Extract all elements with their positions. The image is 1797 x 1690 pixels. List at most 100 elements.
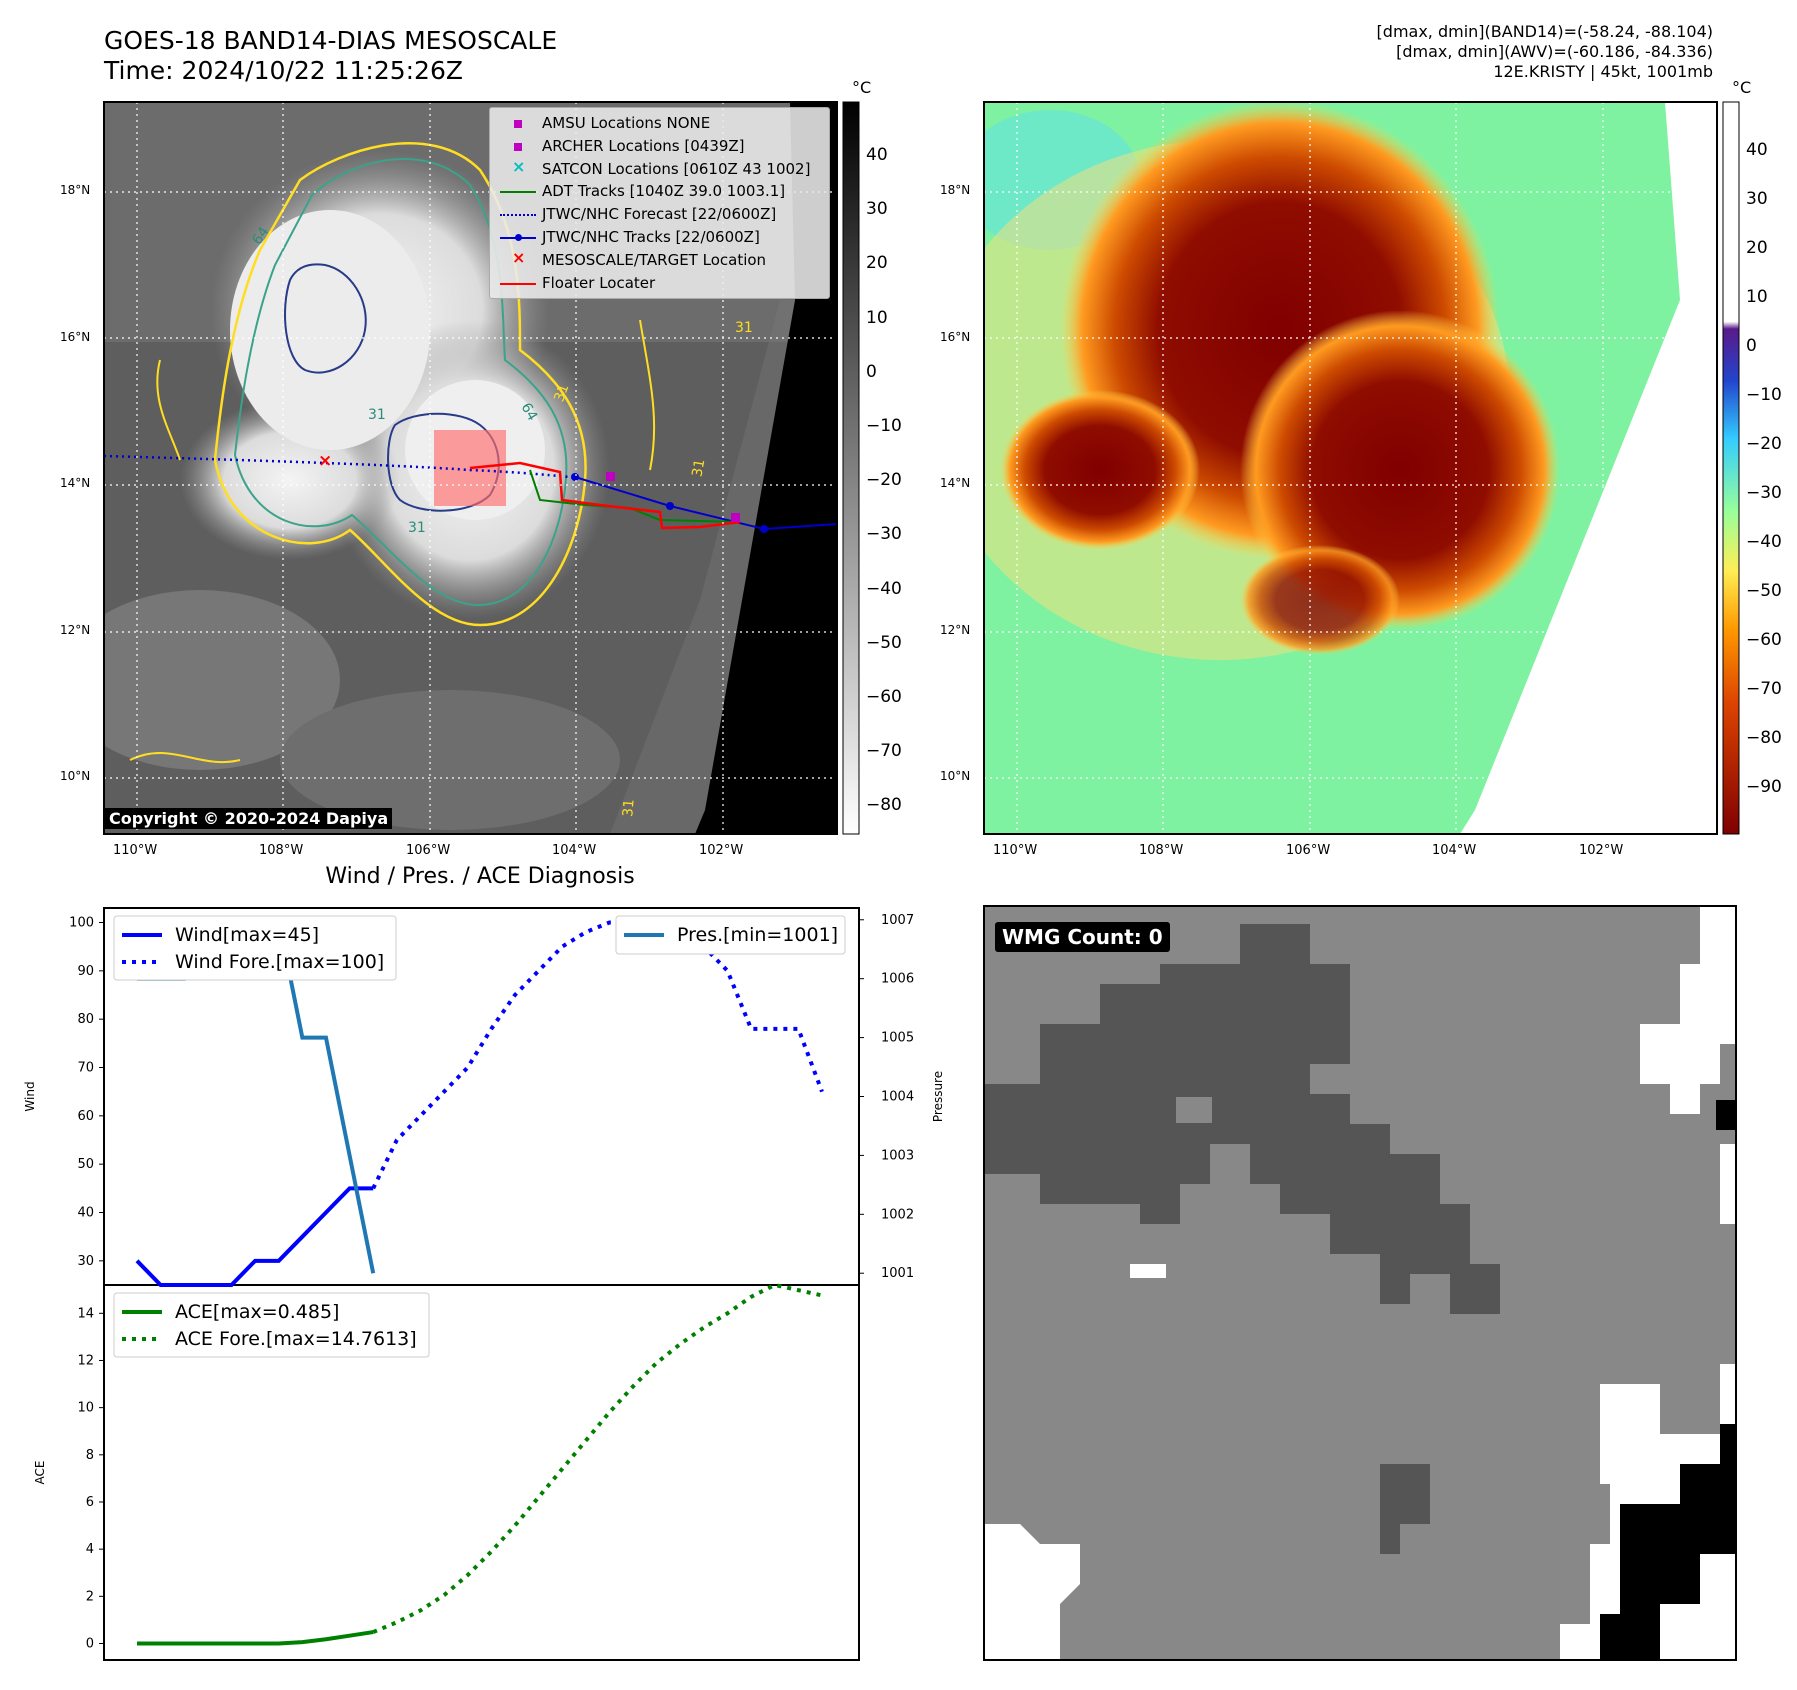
- legend-label: JTWC/NHC Tracks [22/0600Z]: [542, 228, 760, 246]
- lat-label: 10°N: [60, 769, 91, 783]
- ace-axis-label: ACE: [33, 1461, 47, 1485]
- wind-tick-label: 100: [69, 916, 94, 931]
- wind-tick-label: 30: [77, 1254, 94, 1269]
- awv-map-panel: [983, 101, 1740, 835]
- wind-tick-label: 60: [77, 1109, 94, 1124]
- colorbar-tick-label: 20: [1746, 238, 1768, 258]
- colorbar-tick-label: −80: [1746, 728, 1782, 748]
- legend-marker-icon: [498, 140, 538, 154]
- lon-label: 108°W: [259, 843, 304, 858]
- legend-marker-icon: [498, 185, 538, 199]
- pressure-axis-label: Pressure: [931, 1071, 945, 1122]
- awv-map-image: [984, 102, 1717, 834]
- target-marker: ×: [318, 451, 332, 471]
- awv-colorbar: [1722, 101, 1740, 835]
- legend-label: JTWC/NHC Forecast [22/0600Z]: [542, 205, 777, 224]
- lon-label: 102°W: [1579, 843, 1624, 858]
- legend-label: Wind[max=45]: [175, 924, 319, 946]
- colorbar-tick-label: −70: [866, 741, 902, 762]
- pressure-tick-label: 1007: [881, 913, 914, 928]
- ace-tick-label: 4: [86, 1542, 94, 1557]
- colorbar-tick-label: 0: [1746, 336, 1757, 356]
- legend-marker-icon: [498, 117, 538, 131]
- legend-item: × SATCON Locations [0610Z 43 1002]: [490, 157, 825, 180]
- lon-label: 104°W: [552, 843, 597, 858]
- colorbar-tick-label: 20: [866, 253, 888, 274]
- wmg-count-label: WMG Count: 0: [995, 922, 1170, 952]
- chart-title: GOES-18 BAND14-DIAS MESOSCALE: [104, 26, 558, 55]
- ace-tick-label: 6: [86, 1495, 94, 1510]
- pressure-tick-label: 1001: [881, 1266, 914, 1281]
- wind-tick-label: 50: [77, 1157, 94, 1172]
- colorbar-tick-label: 40: [1746, 140, 1768, 160]
- pressure-tick-label: 1006: [881, 972, 914, 987]
- legend-label: Floater Locater: [542, 273, 656, 292]
- colorbar-tick-label: 10: [866, 307, 888, 328]
- colorbar-tick-label: −30: [1746, 483, 1782, 503]
- colorbar-tick-label: 30: [866, 199, 888, 220]
- colorbar-unit: °C: [1732, 78, 1752, 97]
- legend-label: ACE Fore.[max=14.7613]: [175, 1328, 417, 1350]
- info-awv: [dmax, dmin](AWV)=(-60.186, -84.336): [1396, 42, 1713, 61]
- legend-marker-icon: [498, 208, 538, 222]
- wind-tick-label: 70: [77, 1061, 94, 1076]
- contour-label: 31: [368, 407, 386, 423]
- colorbar-tick-label: −20: [866, 470, 902, 491]
- colorbar-tick-label: −60: [866, 687, 902, 707]
- legend-label: Wind Fore.[max=100]: [175, 951, 384, 973]
- wmg-panel: [983, 905, 1737, 1661]
- ace-forecast-line: [372, 1282, 823, 1634]
- diagnosis-chart: 3040506070809010010011002100310041005100…: [23, 907, 945, 1661]
- lat-label: 16°N: [60, 330, 91, 344]
- legend-marker-icon: [498, 231, 538, 245]
- legend-label: Pres.[min=1001]: [677, 924, 838, 946]
- lon-label: 106°W: [1286, 843, 1331, 858]
- lat-label: 10°N: [940, 769, 971, 783]
- contour-label: 31: [689, 457, 709, 479]
- legend-item: × MESOSCALE/TARGET Location: [490, 247, 825, 271]
- lon-label: 110°W: [113, 843, 158, 858]
- lon-label: 106°W: [406, 843, 451, 858]
- colorbar-tick-label: −50: [866, 632, 902, 653]
- ace-tick-label: 10: [77, 1401, 94, 1416]
- pressure-tick-label: 1003: [881, 1148, 914, 1163]
- legend-label: AMSU Locations NONE: [542, 114, 711, 132]
- pressure-tick-label: 1004: [881, 1090, 914, 1105]
- colorbar-tick-label: −80: [866, 795, 902, 816]
- colorbar-tick-label: −90: [1746, 777, 1782, 797]
- legend-item: JTWC/NHC Tracks [22/0600Z]: [490, 228, 825, 248]
- legend-item: Floater Locater: [490, 274, 825, 294]
- ace-tick-label: 0: [86, 1636, 94, 1651]
- colorbar-tick-label: −30: [866, 524, 902, 545]
- colorbar-tick-label: −40: [866, 578, 902, 599]
- chart-time: Time: 2024/10/22 11:25:26Z: [104, 56, 463, 85]
- legend-item: AMSU Locations NONE: [490, 114, 825, 134]
- colorbar-tick-label: −20: [1746, 434, 1782, 454]
- ace-tick-label: 2: [86, 1589, 94, 1604]
- colorbar-tick-label: 30: [1746, 189, 1768, 209]
- colorbar-tick-label: 10: [1746, 287, 1768, 307]
- ir-map-legend: AMSU Locations NONE ARCHER Locations [043…: [489, 107, 830, 299]
- colorbar-tick-label: −10: [866, 416, 902, 436]
- legend-item: ADT Tracks [1040Z 39.0 1003.1]: [490, 182, 825, 202]
- colorbar-unit: °C: [852, 78, 872, 97]
- legend-label: ARCHER Locations [0439Z]: [542, 136, 745, 155]
- contour-label: 31: [408, 520, 426, 536]
- wind-tick-label: 40: [77, 1206, 94, 1221]
- pressure-tick-label: 1005: [881, 1031, 914, 1046]
- lat-label: 14°N: [940, 476, 971, 490]
- lat-label: 16°N: [940, 330, 971, 344]
- lat-label: 14°N: [60, 476, 91, 490]
- lat-label: 12°N: [940, 623, 971, 637]
- colorbar-tick-label: 40: [866, 145, 888, 165]
- ace-tick-label: 12: [77, 1353, 94, 1368]
- contour-label: 31: [735, 320, 753, 336]
- colorbar-tick-label: −60: [1746, 630, 1782, 650]
- legend-marker-icon: ×: [512, 247, 526, 267]
- ace-tick-label: 14: [77, 1306, 94, 1321]
- lon-label: 110°W: [993, 843, 1038, 858]
- diag-title: Wind / Pres. / ACE Diagnosis: [325, 864, 635, 889]
- legend-item: ARCHER Locations [0439Z]: [490, 137, 825, 157]
- archer-marker: [606, 472, 615, 481]
- legend-label: SATCON Locations [0610Z 43 1002]: [542, 159, 811, 178]
